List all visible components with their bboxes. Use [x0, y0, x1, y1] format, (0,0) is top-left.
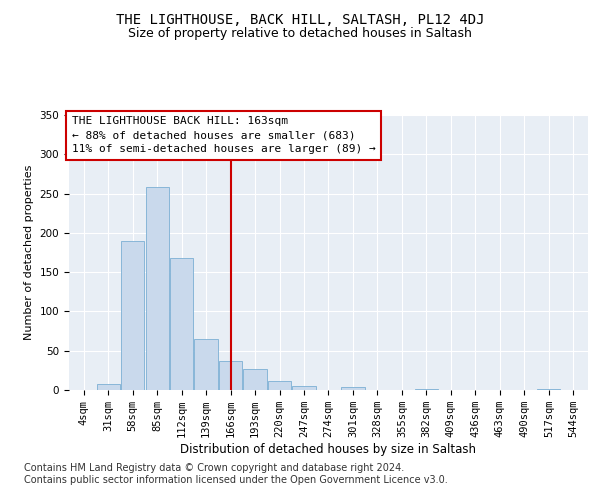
Text: Contains HM Land Registry data © Crown copyright and database right 2024.
Contai: Contains HM Land Registry data © Crown c… [24, 464, 448, 485]
X-axis label: Distribution of detached houses by size in Saltash: Distribution of detached houses by size … [181, 443, 476, 456]
Bar [121, 240, 144, 390]
Bar [415, 389, 438, 390]
Bar [268, 382, 291, 390]
Bar [219, 361, 242, 390]
Bar [292, 386, 316, 390]
Bar [341, 387, 365, 390]
Bar [537, 389, 560, 390]
Y-axis label: Number of detached properties: Number of detached properties [24, 165, 34, 340]
Bar [194, 339, 218, 390]
Bar [170, 258, 193, 390]
Text: Size of property relative to detached houses in Saltash: Size of property relative to detached ho… [128, 28, 472, 40]
Text: THE LIGHTHOUSE, BACK HILL, SALTASH, PL12 4DJ: THE LIGHTHOUSE, BACK HILL, SALTASH, PL12… [116, 12, 484, 26]
Bar [146, 188, 169, 390]
Bar [244, 369, 266, 390]
Text: THE LIGHTHOUSE BACK HILL: 163sqm
← 88% of detached houses are smaller (683)
11% : THE LIGHTHOUSE BACK HILL: 163sqm ← 88% o… [71, 116, 376, 154]
Bar [97, 384, 120, 390]
